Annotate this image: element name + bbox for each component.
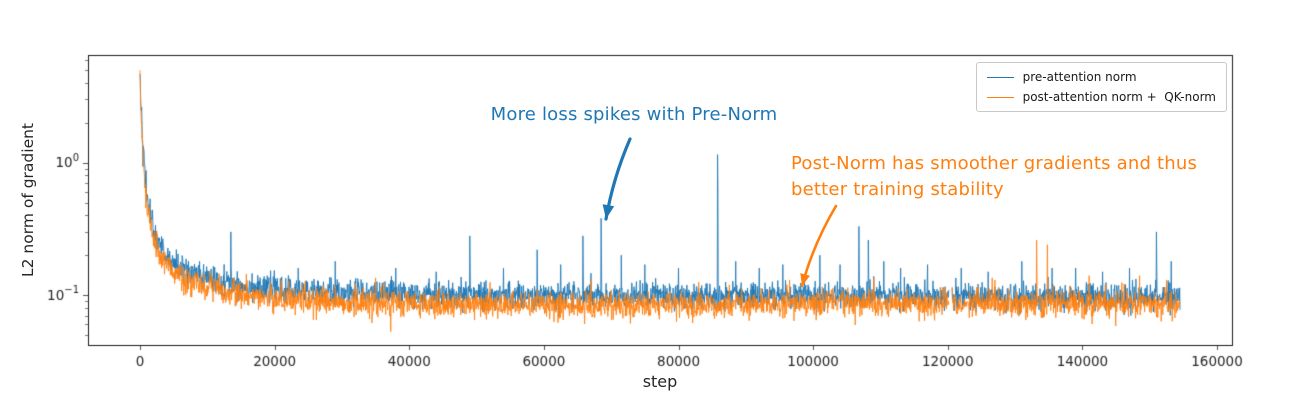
y-axis-label: L2 norm of gradient (19, 122, 37, 278)
annotation-post-norm-line2: better training stability (791, 179, 1004, 200)
post-attention-legend-label: post-attention norm + QK-norm (1022, 90, 1216, 104)
annotation-post-norm-line1: Post-Norm has smoother gradients and thu… (791, 153, 1198, 174)
annotation-pre-norm: More loss spikes with Pre-Norm (469, 102, 799, 128)
post-attention-legend-line (986, 96, 1014, 98)
annotation-pre-norm-text: More loss spikes with Pre-Norm (490, 104, 778, 125)
legend-item-post-attention-norm: post-attention norm + QK-norm (986, 90, 1216, 104)
pre-attention-legend-line (986, 76, 1014, 78)
legend-item-pre-attention-norm: pre-attention norm (986, 70, 1216, 84)
legend: pre-attention norm post-attention norm +… (975, 62, 1227, 112)
x-axis-label: step (642, 372, 678, 391)
pre-attention-legend-label: pre-attention norm (1022, 70, 1137, 84)
annotation-post-norm: Post-Norm has smoother gradients and thu… (791, 151, 1198, 203)
